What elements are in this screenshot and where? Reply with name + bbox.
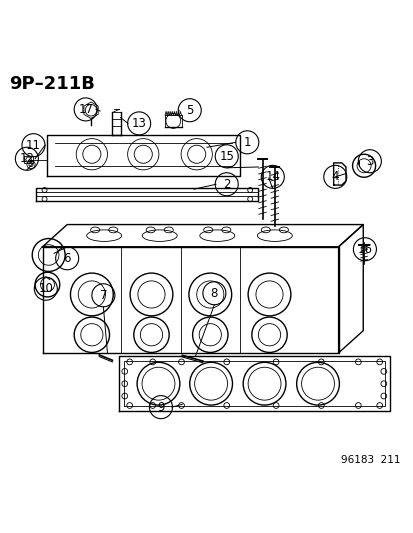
Text: 15: 15 <box>219 150 234 163</box>
Text: 9P–211B: 9P–211B <box>9 75 95 93</box>
Text: 11: 11 <box>26 139 41 152</box>
Text: 8: 8 <box>210 287 218 300</box>
Text: 13: 13 <box>131 117 146 130</box>
Text: 3: 3 <box>365 155 373 168</box>
Text: 12: 12 <box>19 152 34 165</box>
Text: 16: 16 <box>356 243 372 256</box>
Text: 9: 9 <box>157 401 164 414</box>
Text: 6: 6 <box>63 252 71 265</box>
Text: 14: 14 <box>265 171 280 183</box>
Text: 5: 5 <box>185 104 193 117</box>
Text: 96183  211: 96183 211 <box>340 455 399 465</box>
Text: 7: 7 <box>100 289 107 302</box>
Bar <box>24 156 33 163</box>
Text: 2: 2 <box>223 178 230 191</box>
Text: 4: 4 <box>331 171 338 183</box>
Text: 10: 10 <box>38 282 53 295</box>
Text: 17: 17 <box>78 103 93 116</box>
Text: 1: 1 <box>243 136 250 149</box>
